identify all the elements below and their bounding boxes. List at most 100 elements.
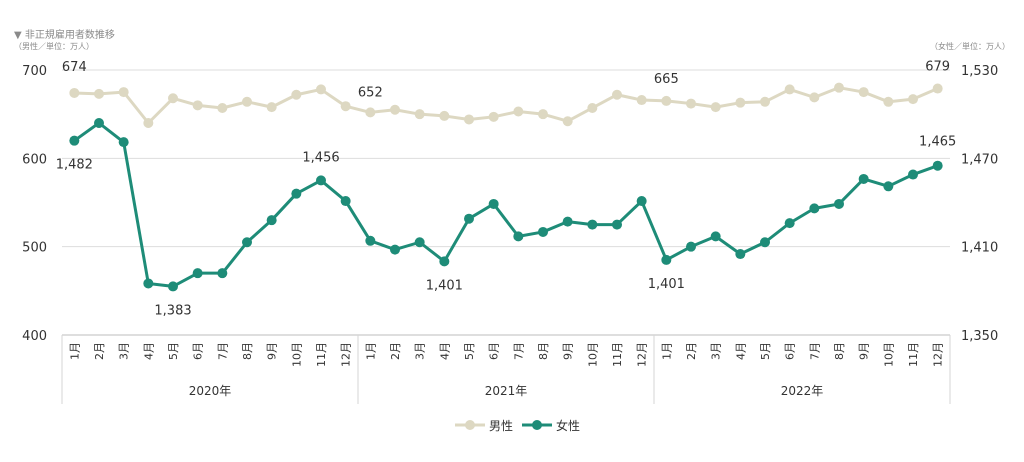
x-tick-label: 7月 — [808, 342, 821, 360]
x-tick-label: 6月 — [784, 342, 797, 360]
data-label: 665 — [654, 72, 679, 87]
data-point-female — [513, 231, 524, 242]
x-tick-label: 7月 — [216, 342, 229, 360]
data-point-female — [464, 213, 474, 224]
data-point-female — [587, 219, 598, 230]
year-label: 2020年 — [189, 384, 232, 398]
data-point-female — [390, 244, 400, 255]
data-point-female — [932, 160, 943, 171]
x-tick-label: 1月 — [660, 342, 673, 360]
data-point-male — [612, 89, 622, 100]
y-left-tick-label: 400 — [22, 329, 47, 344]
data-point-female — [316, 175, 326, 186]
x-tick-label: 5月 — [759, 342, 772, 360]
data-point-female — [365, 235, 376, 246]
data-point-male — [69, 87, 80, 98]
data-point-male — [488, 111, 499, 122]
data-point-male — [365, 107, 376, 118]
data-point-female — [735, 249, 746, 260]
data-point-female — [538, 226, 548, 237]
data-point-male — [414, 109, 425, 120]
data-point-female — [242, 237, 252, 248]
data-point-female — [340, 196, 351, 207]
data-point-male — [834, 82, 844, 93]
data-point-male — [340, 101, 351, 112]
data-point-male — [908, 94, 918, 105]
data-point-female — [94, 118, 104, 128]
data-point-male — [809, 92, 820, 103]
legend-label: 女性 — [556, 418, 580, 433]
data-point-male — [217, 102, 228, 113]
x-tick-label: 1月 — [68, 342, 81, 360]
data-point-male — [760, 96, 770, 107]
data-point-female — [883, 181, 894, 192]
x-tick-label: 9月 — [858, 342, 871, 360]
data-point-male — [784, 84, 795, 95]
data-point-female — [710, 231, 721, 242]
data-label: 1,456 — [302, 150, 339, 165]
x-tick-label: 2月 — [389, 342, 402, 360]
y-right-tick-label: 1,350 — [961, 329, 998, 344]
data-point-female — [636, 196, 647, 207]
data-point-female — [562, 216, 573, 227]
data-point-male — [710, 102, 721, 113]
right-axis-unit: （女性／単位：万人） — [930, 42, 1010, 51]
data-point-male — [661, 95, 672, 106]
legend-marker — [465, 420, 475, 430]
data-point-female — [217, 268, 228, 279]
x-tick-label: 3月 — [710, 342, 723, 360]
data-point-male — [168, 93, 178, 104]
series-line-male — [74, 86, 939, 125]
year-label: 2022年 — [781, 384, 824, 398]
data-label: 1,383 — [154, 303, 191, 318]
data-point-female — [414, 237, 425, 248]
y-left-tick-label: 700 — [22, 64, 47, 79]
data-point-male — [192, 100, 203, 111]
data-label: 679 — [925, 60, 950, 75]
data-point-female — [612, 219, 622, 230]
x-tick-label: 9月 — [266, 342, 279, 360]
left-axis-unit: （男性／単位：万人） — [14, 42, 94, 51]
data-point-male — [636, 95, 647, 106]
data-point-male — [390, 104, 400, 115]
data-point-male — [686, 98, 696, 109]
data-point-male — [587, 102, 598, 113]
data-point-male — [735, 97, 746, 108]
y-left-tick-label: 600 — [22, 152, 47, 167]
y-right-tick-label: 1,530 — [961, 64, 998, 79]
x-tick-label: 6月 — [192, 342, 205, 360]
data-label: 674 — [62, 60, 87, 75]
x-tick-label: 10月 — [290, 342, 303, 367]
data-label: 1,401 — [648, 277, 685, 292]
legend-marker — [532, 420, 542, 430]
chart-title: ▼ 非正規雇用者数推移 — [14, 30, 115, 41]
data-point-female — [488, 198, 499, 209]
x-tick-label: 12月 — [636, 342, 649, 367]
data-point-female — [760, 237, 770, 248]
data-point-male — [883, 96, 894, 107]
data-point-male — [118, 87, 129, 98]
data-point-male — [932, 83, 943, 94]
x-tick-label: 7月 — [512, 342, 525, 360]
year-label: 2021年 — [485, 384, 528, 398]
x-tick-label: 3月 — [414, 342, 427, 360]
data-point-female — [908, 169, 918, 180]
x-tick-label: 10月 — [882, 342, 895, 367]
data-point-female — [661, 254, 672, 265]
data-label: 652 — [358, 85, 383, 100]
series-line-female — [73, 121, 939, 288]
data-point-female — [168, 281, 178, 292]
data-point-male — [143, 118, 154, 128]
x-tick-label: 4月 — [142, 342, 155, 360]
x-tick-label: 12月 — [932, 342, 945, 367]
y-right-tick-label: 1,410 — [961, 241, 998, 256]
x-tick-label: 8月 — [833, 342, 846, 360]
legend-label: 男性 — [489, 419, 513, 433]
data-point-female — [784, 218, 795, 229]
x-tick-label: 10月 — [586, 342, 599, 367]
data-point-female — [143, 278, 154, 289]
data-point-female — [69, 135, 80, 146]
x-tick-label: 2月 — [93, 342, 106, 360]
data-point-female — [192, 268, 203, 279]
y-left-tick-label: 500 — [22, 241, 47, 256]
